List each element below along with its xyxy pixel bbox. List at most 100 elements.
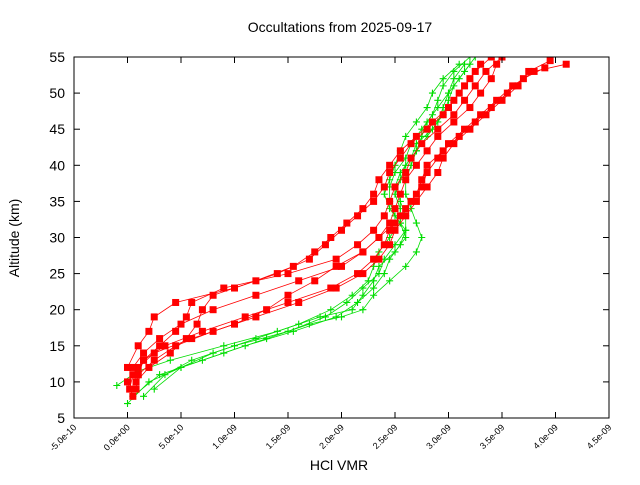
red-square-point [412,161,420,169]
red-square-point [407,140,415,148]
y-tick-label: 25 [49,266,65,282]
red-square-point [311,248,319,256]
red-square-point [434,154,442,162]
red-square-point [402,205,410,213]
red-square-point [428,118,436,126]
red-square-point [434,169,442,177]
red-square-point [188,335,196,343]
x-tick-label: 2.5e-09 [371,422,400,451]
green-plus-point [188,356,196,364]
green-plus-point [380,190,388,198]
red-square-point [375,255,383,263]
red-square-point [466,104,474,112]
red-square-point [546,57,554,65]
green-plus-point [327,306,335,314]
red-square-point [418,183,426,191]
red-square-point [493,96,501,104]
green-plus-point [113,382,121,390]
y-tick-label: 5 [57,410,65,426]
red-square-point [487,57,495,61]
red-square-point [332,262,340,270]
red-square-point [198,327,206,335]
red-square-point [134,371,142,379]
red-square-point [477,60,485,68]
red-square-point [402,212,410,220]
red-series-line [135,63,481,383]
red-square-point [461,96,469,104]
green-plus-point [343,298,351,306]
red-square-point [156,335,164,343]
green-plus-point [332,313,340,321]
red-square-point [209,291,217,299]
red-square-point [359,248,367,256]
red-square-point [386,241,394,249]
red-square-point [439,111,447,119]
red-square-point [461,82,469,90]
green-plus-point [386,277,394,285]
plot-marks [113,57,570,408]
green-plus-point [295,320,303,328]
red-square-point [412,132,420,140]
red-square-point [439,147,447,155]
x-tick-label: 4.5e-09 [585,422,614,451]
green-plus-point [166,356,174,364]
red-square-point [172,327,180,335]
red-square-point [471,118,479,126]
x-tick-label: 1.0e-09 [210,422,239,451]
red-square-point [423,125,431,133]
y-tick-label: 15 [49,338,65,354]
red-square-point [423,161,431,169]
red-square-point [311,277,319,285]
red-square-point [370,226,378,234]
green-plus-point [466,57,474,61]
red-square-point [423,183,431,191]
red-square-point [370,255,378,263]
x-tick-label: 2.0e-09 [317,422,346,451]
red-square-point [209,327,217,335]
red-square-point [231,284,238,292]
red-square-point [305,255,313,263]
red-square-point [487,75,495,83]
red-square-point [177,320,185,328]
x-tick-label: 3.0e-09 [424,422,453,451]
red-square-point [370,197,378,205]
red-square-point [140,356,148,364]
red-square-point [193,320,201,328]
red-square-point [439,154,447,162]
y-tick-label: 40 [49,157,65,173]
red-square-point [396,190,404,198]
red-square-point [386,169,394,177]
red-square-point [359,205,367,213]
y-tick-label: 45 [49,121,65,137]
red-square-point [386,219,394,227]
red-square-point [466,125,474,133]
red-square-point [132,378,140,386]
red-square-point [198,306,206,314]
green-plus-point [412,118,420,126]
green-plus-point [231,342,238,350]
red-square-point [445,140,452,148]
red-square-point [461,125,469,133]
red-square-point [509,82,517,90]
x-tick-label: 0.0e+00 [102,422,132,452]
red-square-point [166,349,174,357]
red-square-point [332,284,340,292]
green-series-line [132,57,471,397]
y-tick-label: 35 [49,193,65,209]
red-square-point [156,342,164,350]
red-square-point [412,190,420,198]
red-square-point [477,89,485,97]
green-plus-point [428,89,436,97]
red-square-point [241,313,249,321]
red-square-point [182,335,190,343]
red-square-point [252,291,260,299]
red-square-point [140,349,148,357]
green-series-line [116,63,460,386]
green-plus-point [140,392,148,400]
red-square-point [402,169,410,177]
red-square-point [354,212,362,220]
green-plus-point [402,262,410,270]
y-tick-label: 20 [49,302,65,318]
